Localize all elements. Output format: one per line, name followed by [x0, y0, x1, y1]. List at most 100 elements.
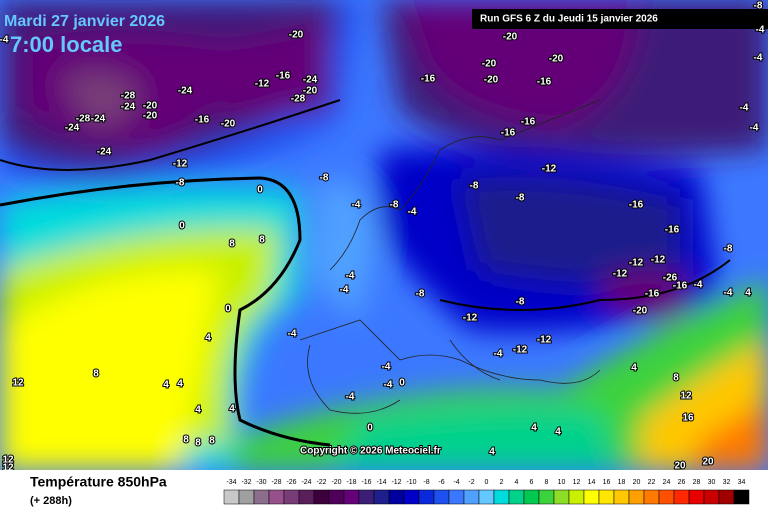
contour-label: 4 [631, 363, 637, 374]
contour-label: -20 [503, 32, 518, 43]
scale-swatch [733, 489, 750, 505]
contour-label: -12 [613, 269, 628, 280]
contour-label: -20 [549, 54, 564, 65]
contour-label: 8 [209, 436, 215, 447]
contour-label: -20 [633, 306, 648, 317]
contour-label: 0 [179, 221, 185, 232]
contour-label: -16 [276, 71, 291, 82]
scale-swatch [238, 489, 255, 505]
scale-swatch [403, 489, 420, 505]
contour-label: -12 [651, 255, 666, 266]
scale-swatch [253, 489, 270, 505]
scale-swatch [328, 489, 345, 505]
contour-label: -4 [288, 329, 297, 340]
scale-swatch [643, 489, 660, 505]
scale-label: 14 [588, 479, 596, 486]
scale-swatch [298, 489, 315, 505]
scale-label: 24 [663, 479, 671, 486]
contour-label: 4 [195, 405, 201, 416]
scale-label: -24 [301, 479, 311, 486]
contour-label: -4 [0, 35, 9, 46]
scale-label: -4 [453, 479, 459, 486]
scale-swatch [523, 489, 540, 505]
scale-label: 28 [693, 479, 701, 486]
contour-label: -12 [629, 258, 644, 269]
contour-label: -12 [537, 335, 552, 346]
scale-label: 2 [500, 479, 504, 486]
contour-label: -4 [494, 349, 503, 360]
contour-label: 0 [257, 185, 263, 196]
scale-swatch [583, 489, 600, 505]
scale-swatch [433, 489, 450, 505]
scale-swatch [493, 489, 510, 505]
contour-label: 12 [12, 378, 24, 389]
contour-label: 4 [177, 379, 183, 390]
contour-label: -24 [65, 123, 80, 134]
contour-label: -4 [346, 392, 355, 403]
contour-label: -24 [91, 114, 106, 125]
contour-label: -16 [501, 128, 516, 139]
scale-label: -2 [468, 479, 474, 486]
contour-label: -4 [750, 123, 759, 134]
contour-label: 4 [163, 380, 169, 391]
contour-label: -8 [416, 289, 425, 300]
scale-label: 16 [603, 479, 611, 486]
contour-label: 0 [367, 423, 373, 434]
contour-label: -4 [694, 280, 703, 291]
contour-label: -28 [76, 114, 91, 125]
contour-label: 0 [399, 378, 405, 389]
contour-label: -8 [320, 173, 329, 184]
scale-swatch [673, 489, 690, 505]
scale-swatch [628, 489, 645, 505]
copyright: Copyright © 2026 Meteociel.fr [300, 446, 441, 457]
scale-label: -22 [316, 479, 326, 486]
contour-label: -20 [289, 30, 304, 41]
scale-swatch [688, 489, 705, 505]
contour-label: 8 [259, 235, 265, 246]
contour-label: 12 [680, 391, 692, 402]
scale-label: -34 [226, 479, 236, 486]
contour-label: 8 [229, 239, 235, 250]
scale-swatch [508, 489, 525, 505]
scale-label: 26 [678, 479, 686, 486]
valid-time: 7:00 locale [10, 32, 123, 57]
scale-swatch [613, 489, 630, 505]
contour-label: -12 [173, 159, 188, 170]
contour-label: -20 [303, 86, 318, 97]
contour-label: 8 [673, 373, 679, 384]
scale-swatch [703, 489, 720, 505]
scale-label: 0 [485, 479, 489, 486]
contour-label: 8 [195, 438, 201, 449]
scale-label: 6 [530, 479, 534, 486]
scale-swatch [658, 489, 675, 505]
scale-swatch [268, 489, 285, 505]
scale-swatch [373, 489, 390, 505]
contour-label: -16 [645, 289, 660, 300]
contour-label: 4 [745, 288, 751, 299]
lead-time: (+ 288h) [30, 495, 72, 507]
contour-label: -24 [97, 147, 112, 158]
scale-label: -28 [271, 479, 281, 486]
contour-labels: -28-24 -20-20-24-24-28 -24-24-16 -20-12-16-… [0, 0, 766, 475]
contour-label: -24 [303, 75, 318, 86]
contour-label: -16 [665, 225, 680, 236]
contour-label: 0 [225, 304, 231, 315]
scale-label: -10 [406, 479, 416, 486]
contour-label: 8 [183, 435, 189, 446]
contour-label: 4 [229, 404, 235, 415]
color-scale: -34 -32 -30 -28 -26 -24 -22 -20 -18 -16 -14 -12 -10-… [223, 479, 750, 505]
contour-label: -20 [143, 101, 158, 112]
contour-label: -8 [516, 193, 525, 204]
contour-label: -16 [629, 200, 644, 211]
contour-label: -8 [754, 1, 763, 12]
contour-label: -12 [513, 345, 528, 356]
scale-swatch [553, 489, 570, 505]
scale-label: 22 [648, 479, 656, 486]
field-title: Température 850hPa [30, 474, 167, 490]
contour-label: -12 [255, 79, 270, 90]
scale-swatch [343, 489, 360, 505]
contour-label: -8 [516, 297, 525, 308]
scale-swatch [283, 489, 300, 505]
contour-label: 12 [2, 455, 14, 466]
contour-label: -4 [346, 271, 355, 282]
